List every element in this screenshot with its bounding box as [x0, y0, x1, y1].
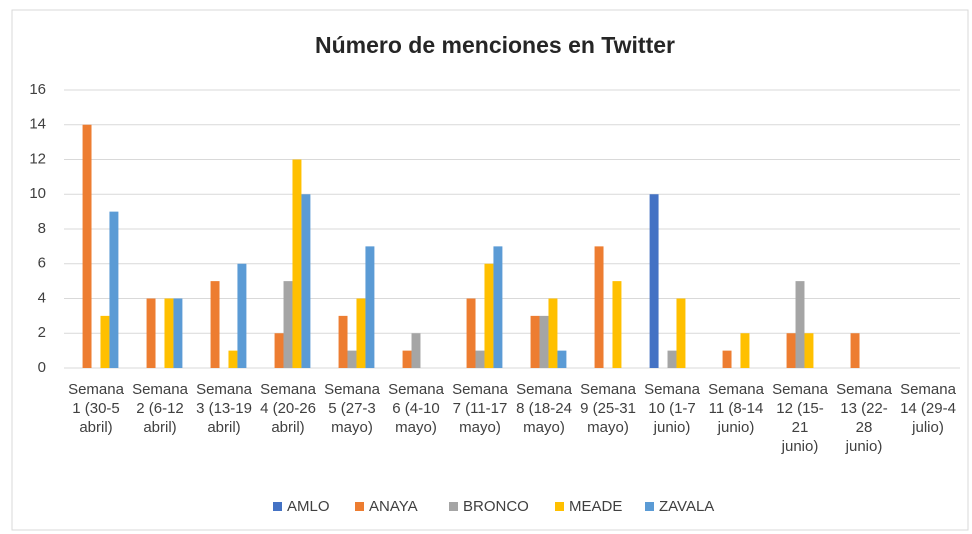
bar — [594, 246, 604, 368]
legend-swatch — [555, 502, 564, 511]
legend-label: MEADE — [569, 498, 623, 515]
y-tick-label: 0 — [38, 359, 46, 376]
bar — [539, 315, 549, 368]
legend-swatch — [449, 502, 458, 511]
y-tick-label: 10 — [29, 185, 46, 202]
x-tick-label: Semana 10 (1-7 junio) — [644, 381, 700, 436]
bar — [850, 333, 860, 368]
bar — [411, 333, 421, 368]
legend-label: ANAYA — [369, 498, 418, 515]
x-tick-label: Semana 6 (4-10 mayo) — [388, 381, 444, 436]
legend-swatch — [273, 502, 282, 511]
bar — [292, 159, 302, 368]
bar — [722, 350, 732, 368]
y-tick-label: 6 — [38, 255, 46, 272]
bar — [649, 194, 659, 368]
bar — [548, 298, 558, 368]
x-tick-label: Semana 5 (27-3 mayo) — [324, 381, 380, 436]
bar — [365, 246, 375, 368]
bar — [301, 194, 311, 368]
legend-item: ZAVALA — [645, 498, 714, 515]
bar — [228, 350, 238, 368]
bar — [466, 298, 476, 368]
legend-swatch — [355, 502, 364, 511]
bar — [667, 350, 677, 368]
legend-item: ANAYA — [355, 498, 418, 515]
bar — [347, 350, 357, 368]
y-tick-label: 8 — [38, 220, 46, 237]
bar — [109, 211, 119, 368]
y-tick-label: 14 — [29, 116, 46, 133]
bar — [82, 124, 92, 368]
legend-item: AMLO — [273, 498, 330, 515]
bar — [283, 281, 293, 368]
bar — [557, 350, 567, 368]
x-tick-label: Semana 4 (20-26 abril) — [260, 381, 316, 436]
bar — [146, 298, 156, 368]
y-tick-label: 4 — [38, 289, 46, 306]
bar — [274, 333, 284, 368]
frame — [11, 9, 969, 531]
bar — [164, 298, 174, 368]
x-tick-label: Semana 8 (18-24 mayo) — [516, 381, 572, 436]
bar — [475, 350, 485, 368]
bar — [338, 315, 348, 368]
y-tick-label: 12 — [29, 150, 46, 167]
legend-label: AMLO — [287, 498, 330, 515]
y-tick-label: 16 — [29, 81, 46, 98]
legend-item: MEADE — [555, 498, 622, 515]
legend-swatch — [645, 502, 654, 511]
bar — [804, 333, 814, 368]
x-tick-label: Semana 2 (6-12 abril) — [132, 381, 188, 436]
x-tick-label: Semana 14 (29-4 julio) — [900, 381, 956, 436]
x-tick-label: Semana 9 (25-31 mayo) — [580, 381, 636, 436]
y-tick-label: 2 — [38, 324, 46, 341]
bar — [210, 281, 220, 368]
x-tick-label: Semana 11 (8-14 junio) — [708, 381, 764, 436]
bar — [484, 263, 494, 368]
x-tick-label: Semana 1 (30-5 abril) — [68, 381, 124, 436]
bar — [100, 315, 110, 368]
x-tick-label: Semana 3 (13-19 abril) — [196, 381, 252, 436]
bar — [795, 281, 805, 368]
bar — [676, 298, 686, 368]
bar — [493, 246, 503, 368]
bar — [402, 350, 412, 368]
legend-item: BRONCO — [449, 498, 529, 515]
chart-title: Número de menciones en Twitter — [315, 32, 675, 58]
legend-label: ZAVALA — [659, 498, 715, 515]
bar — [356, 298, 366, 368]
legend-label: BRONCO — [463, 498, 529, 515]
bar — [530, 315, 540, 368]
x-tick-label: Semana 12 (15-21 junio) — [772, 381, 828, 455]
bar — [740, 333, 750, 368]
bar — [612, 281, 622, 368]
bar — [786, 333, 796, 368]
bar — [173, 298, 183, 368]
x-tick-label: Semana 13 (22-28 junio) — [836, 381, 892, 455]
x-tick-label: Semana 7 (11-17 mayo) — [452, 381, 508, 436]
bar — [237, 263, 247, 368]
